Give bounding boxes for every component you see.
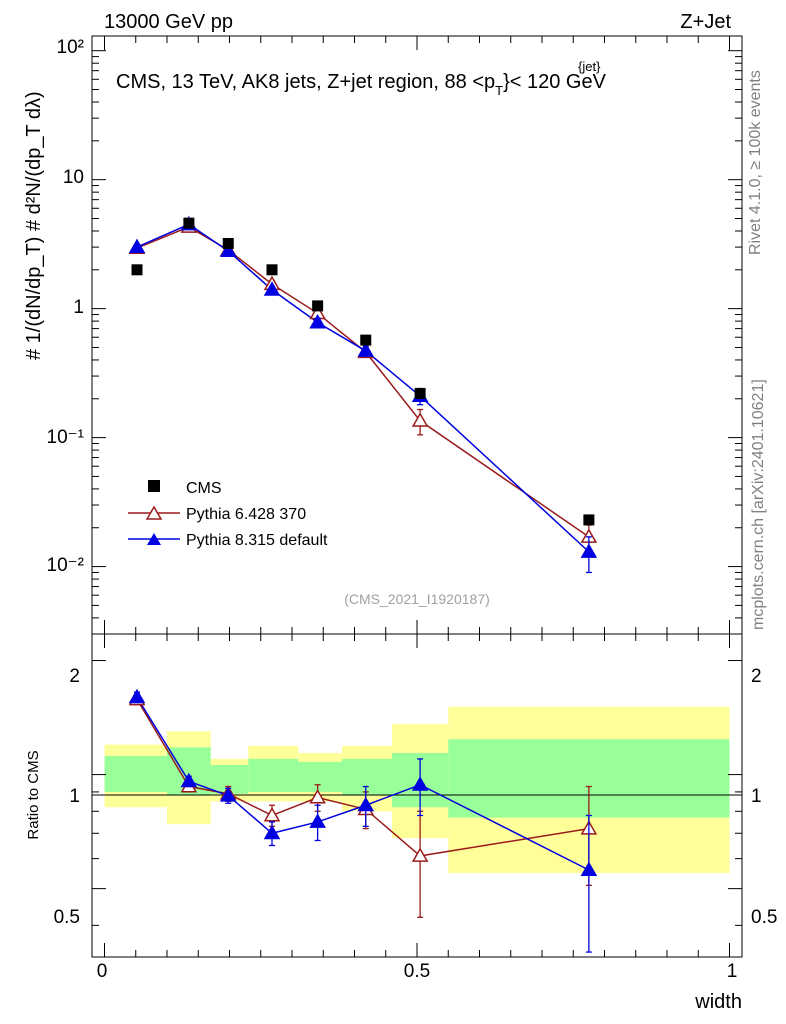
upper-ytick-label-1: 10⁻¹ <box>47 427 85 448</box>
header-right: Z+Jet <box>680 11 731 33</box>
ratio-point-0-3 <box>263 806 281 822</box>
lower-xtick-label-0: 0 <box>97 961 108 982</box>
upper-ytick-label-0: 10⁻² <box>47 555 85 576</box>
header-left: 13000 GeV pp <box>104 11 233 33</box>
upper-marks <box>128 215 598 574</box>
cms-point-0 <box>131 264 143 276</box>
ratio-point-0-4 <box>309 788 326 804</box>
lower-ytick-label-05-right: 0.5 <box>751 907 777 928</box>
band-inner-5 <box>342 758 392 796</box>
upper-ytick-label-3: 10 <box>63 167 84 188</box>
lower-ytick-label-1-left: 1 <box>69 786 80 807</box>
upper-ylabel-text: # 1/(dN/dp_T) # d²N/(dp_T dλ) <box>23 91 45 360</box>
cms-point-7 <box>583 514 595 526</box>
lower-ylabel: Ratio to CMS <box>25 750 42 839</box>
lower-ytick-label-2-right: 2 <box>751 666 762 687</box>
lower-xlabel: width <box>694 991 742 1013</box>
cms-point-5 <box>360 334 372 346</box>
upper-point-1-2 <box>219 242 237 257</box>
ratio-point-1-0 <box>128 688 146 704</box>
ratio-point-1-2 <box>219 787 237 802</box>
ratio-point-0-6 <box>411 847 429 862</box>
legend-label-py8: Pythia 8.315 default <box>186 532 328 549</box>
legend-marker-py8 <box>147 533 161 545</box>
upper-ticks <box>92 36 742 635</box>
lower-ticks <box>92 634 742 957</box>
lower-xtick-label-1: 1 <box>727 961 738 982</box>
upper-point-0-6 <box>411 412 429 427</box>
lower-ytick-label-05-left: 0.5 <box>54 907 80 928</box>
upper-point-1-7 <box>580 543 598 558</box>
ratio-point-1-1 <box>180 772 198 788</box>
upper-title: CMS, 13 TeV, AK8 jets, Z+jet region, 88 … <box>116 71 607 98</box>
legend: CMS Pythia 6.428 370 Pythia 8.315 defaul… <box>128 480 328 549</box>
upper-ytick-label-2: 1 <box>73 297 84 318</box>
title-end: }< 120 GeV <box>503 71 607 93</box>
lower-marks <box>128 688 598 953</box>
upper-point-1-5 <box>357 342 375 357</box>
ratio-point-1-6 <box>411 776 429 791</box>
legend-marker-py6 <box>145 505 163 520</box>
upper-point-1-0 <box>128 238 146 254</box>
cms-point-3 <box>266 264 278 276</box>
band-inner-4 <box>298 761 342 792</box>
legend-label-py6: Pythia 6.428 370 <box>186 506 306 523</box>
ratio-point-1-7 <box>580 861 598 876</box>
lower-ytick-label-1-right: 1 <box>751 786 762 807</box>
band-inner-3 <box>248 758 299 792</box>
upper-panel: 10⁻² 10⁻¹ 1 10 10² CMS, 13 TeV, AK8 jets… <box>23 35 743 635</box>
ratio-line-1 <box>136 696 590 871</box>
upper-ytick-label-4: 10² <box>57 37 84 58</box>
upper-ylabel: # 1/(dN/dp_T) # d²N/(dp_T dλ) <box>23 91 45 360</box>
ratio-point-1-4 <box>309 813 326 828</box>
upper-point-1-4 <box>309 314 326 329</box>
legend-label-cms: CMS <box>186 480 222 497</box>
ratio-point-1-3 <box>263 824 281 840</box>
cms-point-2 <box>222 237 234 249</box>
cms-point-4 <box>312 300 324 312</box>
title-sup: {jet} <box>578 59 601 74</box>
ratio-point-1-5 <box>357 796 375 812</box>
ratio-line-0 <box>136 698 589 857</box>
legend-marker-cms <box>148 480 160 492</box>
lower-xtick-label-05: 0.5 <box>404 961 430 982</box>
watermark: (CMS_2021_I1920187) <box>344 591 490 607</box>
cms-point-1 <box>183 217 195 229</box>
mcplots-label: mcplots.cern.ch [arXiv:2401.10621] <box>750 379 767 630</box>
cms-point-6 <box>414 387 426 399</box>
lower-panel: 0.5 1 2 0.5 1 2 0 0.5 1 width Ratio to C… <box>25 633 777 1013</box>
upper-point-1-3 <box>263 281 281 296</box>
title-sub: T <box>495 83 503 98</box>
lower-ytick-label-2-left: 2 <box>69 666 80 687</box>
upper-ytick-labels: 10⁻² 10⁻¹ 1 10 10² <box>47 37 85 576</box>
rivet-label: Rivet 4.1.0, ≥ 100k events <box>747 70 764 255</box>
band-inner-0 <box>104 755 167 792</box>
title-main: CMS, 13 TeV, AK8 jets, Z+jet region, 88 … <box>116 71 495 93</box>
